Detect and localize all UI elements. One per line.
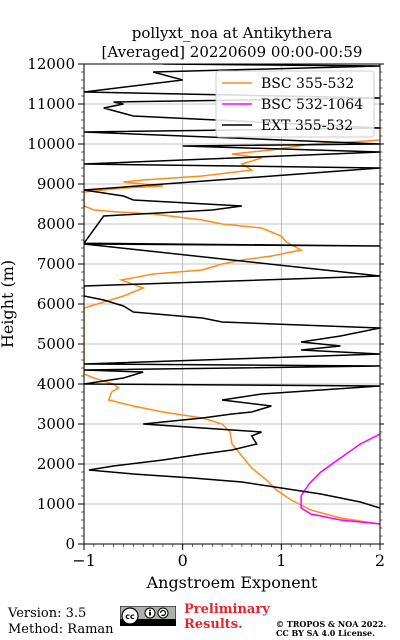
y-tick-label: 0 — [65, 535, 75, 553]
axis-ticks: −1 0 1 201000200030004000500060007000800090… — [27, 55, 385, 570]
y-tick-label: 3000 — [37, 415, 75, 433]
series-lines — [84, 64, 380, 525]
y-tick-label: 2000 — [37, 455, 75, 473]
y-tick-label: 7000 — [37, 255, 75, 273]
series-line-bsc-355-532 — [84, 139, 380, 525]
x-tick-label: 2 — [375, 551, 385, 570]
y-axis-label: Height (m) — [0, 260, 17, 348]
svg-text:cc: cc — [125, 612, 135, 621]
y-tick-label: 9000 — [37, 175, 75, 193]
x-tick-label: 0 — [178, 551, 188, 570]
y-tick-label: 8000 — [37, 215, 75, 233]
series-line-ext-355-532 — [84, 64, 380, 509]
series-line-bsc-532-1064 — [300, 433, 380, 525]
method-label: Method: Raman — [8, 622, 114, 637]
legend-box — [215, 70, 375, 138]
copyright-line-2: CC BY SA 4.0 License. — [276, 628, 375, 638]
y-tick-label: 10000 — [27, 135, 75, 153]
chart-subtitle: [Averaged] 20220609 00:00-00:59 — [102, 43, 363, 61]
cc-by-sa-icon: cc — [120, 606, 176, 626]
y-tick-label: 12000 — [27, 55, 75, 73]
y-tick-label: 4000 — [37, 375, 75, 393]
copyright-line-1: © TROPOS & NOA 2022. — [276, 619, 387, 629]
legend-label: BSC 532-1064 — [261, 97, 363, 113]
legend: BSC 355-532 BSC 532-1064 EXT 355-532 — [215, 70, 375, 138]
chart-title: pollyxt_noa at Antikythera — [132, 24, 332, 42]
preliminary-notice: Preliminary Results. — [184, 602, 270, 632]
y-tick-label: 1000 — [37, 495, 75, 513]
legend-label: BSC 355-532 — [261, 76, 354, 92]
x-tick-label: −1 — [72, 551, 96, 570]
legend-label: EXT 355-532 — [261, 118, 353, 134]
x-axis-label: Angstroem Exponent — [146, 573, 318, 592]
chart: −1 0 1 201000200030004000500060007000800090… — [0, 24, 385, 592]
preliminary-line-2: Results. — [184, 617, 243, 632]
x-tick-label: 1 — [276, 551, 286, 570]
y-tick-label: 5000 — [37, 335, 75, 353]
copyright-notice: © TROPOS & NOA 2022. CC BY SA 4.0 Licens… — [276, 620, 386, 638]
preliminary-line-1: Preliminary — [184, 602, 270, 617]
y-tick-label: 11000 — [27, 95, 75, 113]
y-tick-label: 6000 — [37, 295, 75, 313]
version-label: Version: 3.5 — [8, 606, 87, 621]
